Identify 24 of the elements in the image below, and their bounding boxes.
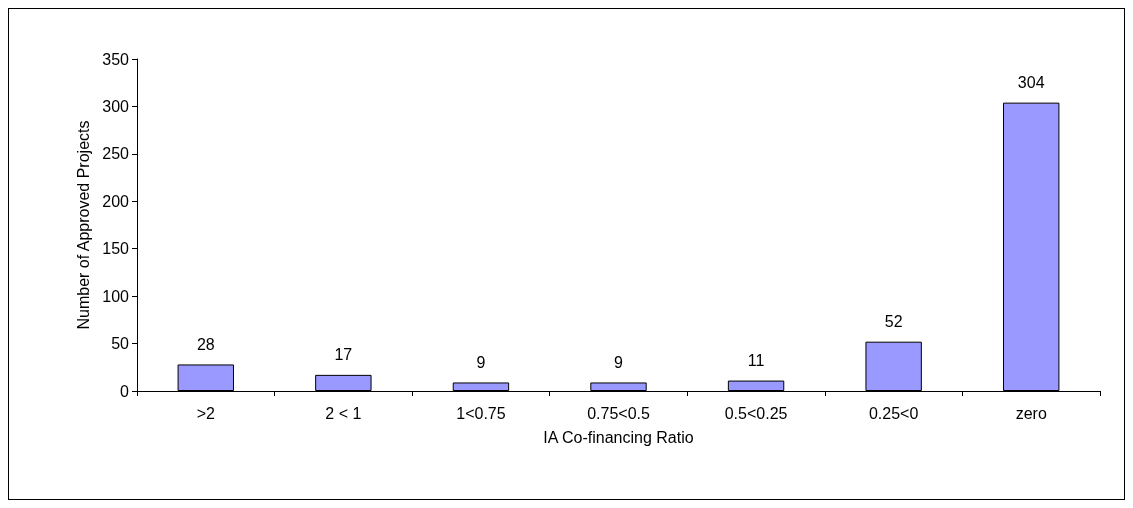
data-label: 28: [196, 335, 215, 353]
y-tick-label: 300: [102, 97, 130, 115]
x-tick-label: 0.5<0.25: [724, 404, 788, 422]
x-tick-label: 2 < 1: [325, 404, 362, 422]
y-tick-label: 100: [102, 287, 130, 305]
x-tick-label: >2: [196, 404, 215, 422]
x-tick-label: 0.75<0.5: [587, 404, 650, 422]
data-label: 11: [747, 352, 765, 370]
y-tick-label: 250: [102, 145, 130, 163]
x-tick-label: 1<0.75: [456, 404, 506, 422]
data-label: 304: [1017, 74, 1045, 92]
data-label: 9: [476, 353, 486, 371]
data-label: 52: [884, 313, 903, 331]
x-tick-label: zero: [1015, 404, 1047, 422]
y-tick-label: 150: [102, 240, 130, 258]
data-label: 9: [614, 353, 624, 371]
y-tick-label: 350: [102, 50, 130, 68]
x-axis-title: IA Co-financing Ratio: [543, 428, 694, 446]
data-label: 17: [334, 346, 353, 364]
y-tick-label: 0: [120, 382, 130, 400]
x-tick-label: 0.25<0: [868, 404, 919, 422]
y-axis-title: Number of Approved Projects: [74, 120, 92, 330]
y-tick-label: 200: [102, 192, 130, 210]
y-tick-label: 50: [111, 335, 130, 353]
